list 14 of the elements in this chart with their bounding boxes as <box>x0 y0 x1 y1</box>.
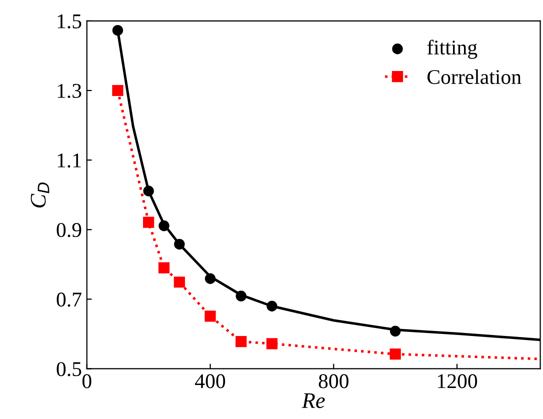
y-axis-title: C$_{D}$ <box>30 182 50 208</box>
x-tick-label: 0 <box>82 374 92 388</box>
y-tick-label: 0.7 <box>56 292 82 307</box>
x-tick-label: 400 <box>195 374 226 388</box>
legend-label: fitting <box>427 40 478 59</box>
legend-label: Correlation <box>428 69 522 84</box>
y-tick-label: 0.9 <box>56 222 82 238</box>
y-tick-label: 1.1 <box>58 154 81 168</box>
x-tick-label: 1200 <box>438 374 478 388</box>
y-tick-label: 1.5 <box>58 14 82 28</box>
y-tick-label: 0.5 <box>56 362 82 376</box>
x-axis-title: Re <box>302 393 325 408</box>
x-tick-label: 800 <box>318 374 348 388</box>
y-tick-label: 1.3 <box>58 84 82 98</box>
